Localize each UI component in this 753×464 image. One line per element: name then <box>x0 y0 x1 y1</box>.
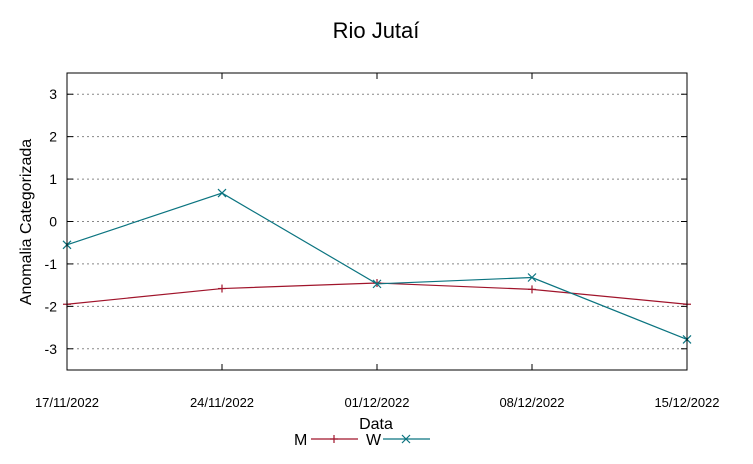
series-layer <box>62 188 692 344</box>
y-tick-label: 0 <box>49 214 57 230</box>
x-tick-label: 08/12/2022 <box>499 395 564 410</box>
x-tick-label: 01/12/2022 <box>344 395 409 410</box>
x-axis-label: Data <box>359 416 393 433</box>
y-axis-label: Anomalia Categorizada <box>18 139 35 305</box>
data-point-marker <box>372 279 382 289</box>
data-point-marker <box>401 434 411 444</box>
y-tick-label: -3 <box>45 341 58 357</box>
x-ticks: 17/11/2022 24/11/2022 01/12/2022 08/12/2022… <box>35 73 720 410</box>
y-ticks: 3 2 1 0 -1 -2 -3 <box>45 86 687 357</box>
y-tick-label: 1 <box>49 171 57 187</box>
y-tick-label: -2 <box>45 298 58 314</box>
data-point-marker <box>527 273 537 282</box>
data-point-marker <box>217 188 227 198</box>
series-line-W <box>66 192 688 341</box>
grid-layer <box>67 93 687 350</box>
x-tick-label: 17/11/2022 <box>35 395 99 410</box>
x-tick-label: 24/11/2022 <box>190 395 254 410</box>
y-tick-label: 3 <box>49 86 57 102</box>
chart-title: Rio Jutaí <box>333 18 420 43</box>
y-tick-label: 2 <box>49 129 57 145</box>
legend-label-W: W <box>366 432 382 449</box>
y-tick-label: -1 <box>45 256 58 272</box>
x-tick-label: 15/12/2022 <box>654 395 719 410</box>
legend-label-M: M <box>294 432 307 449</box>
plot-frame <box>66 72 688 371</box>
